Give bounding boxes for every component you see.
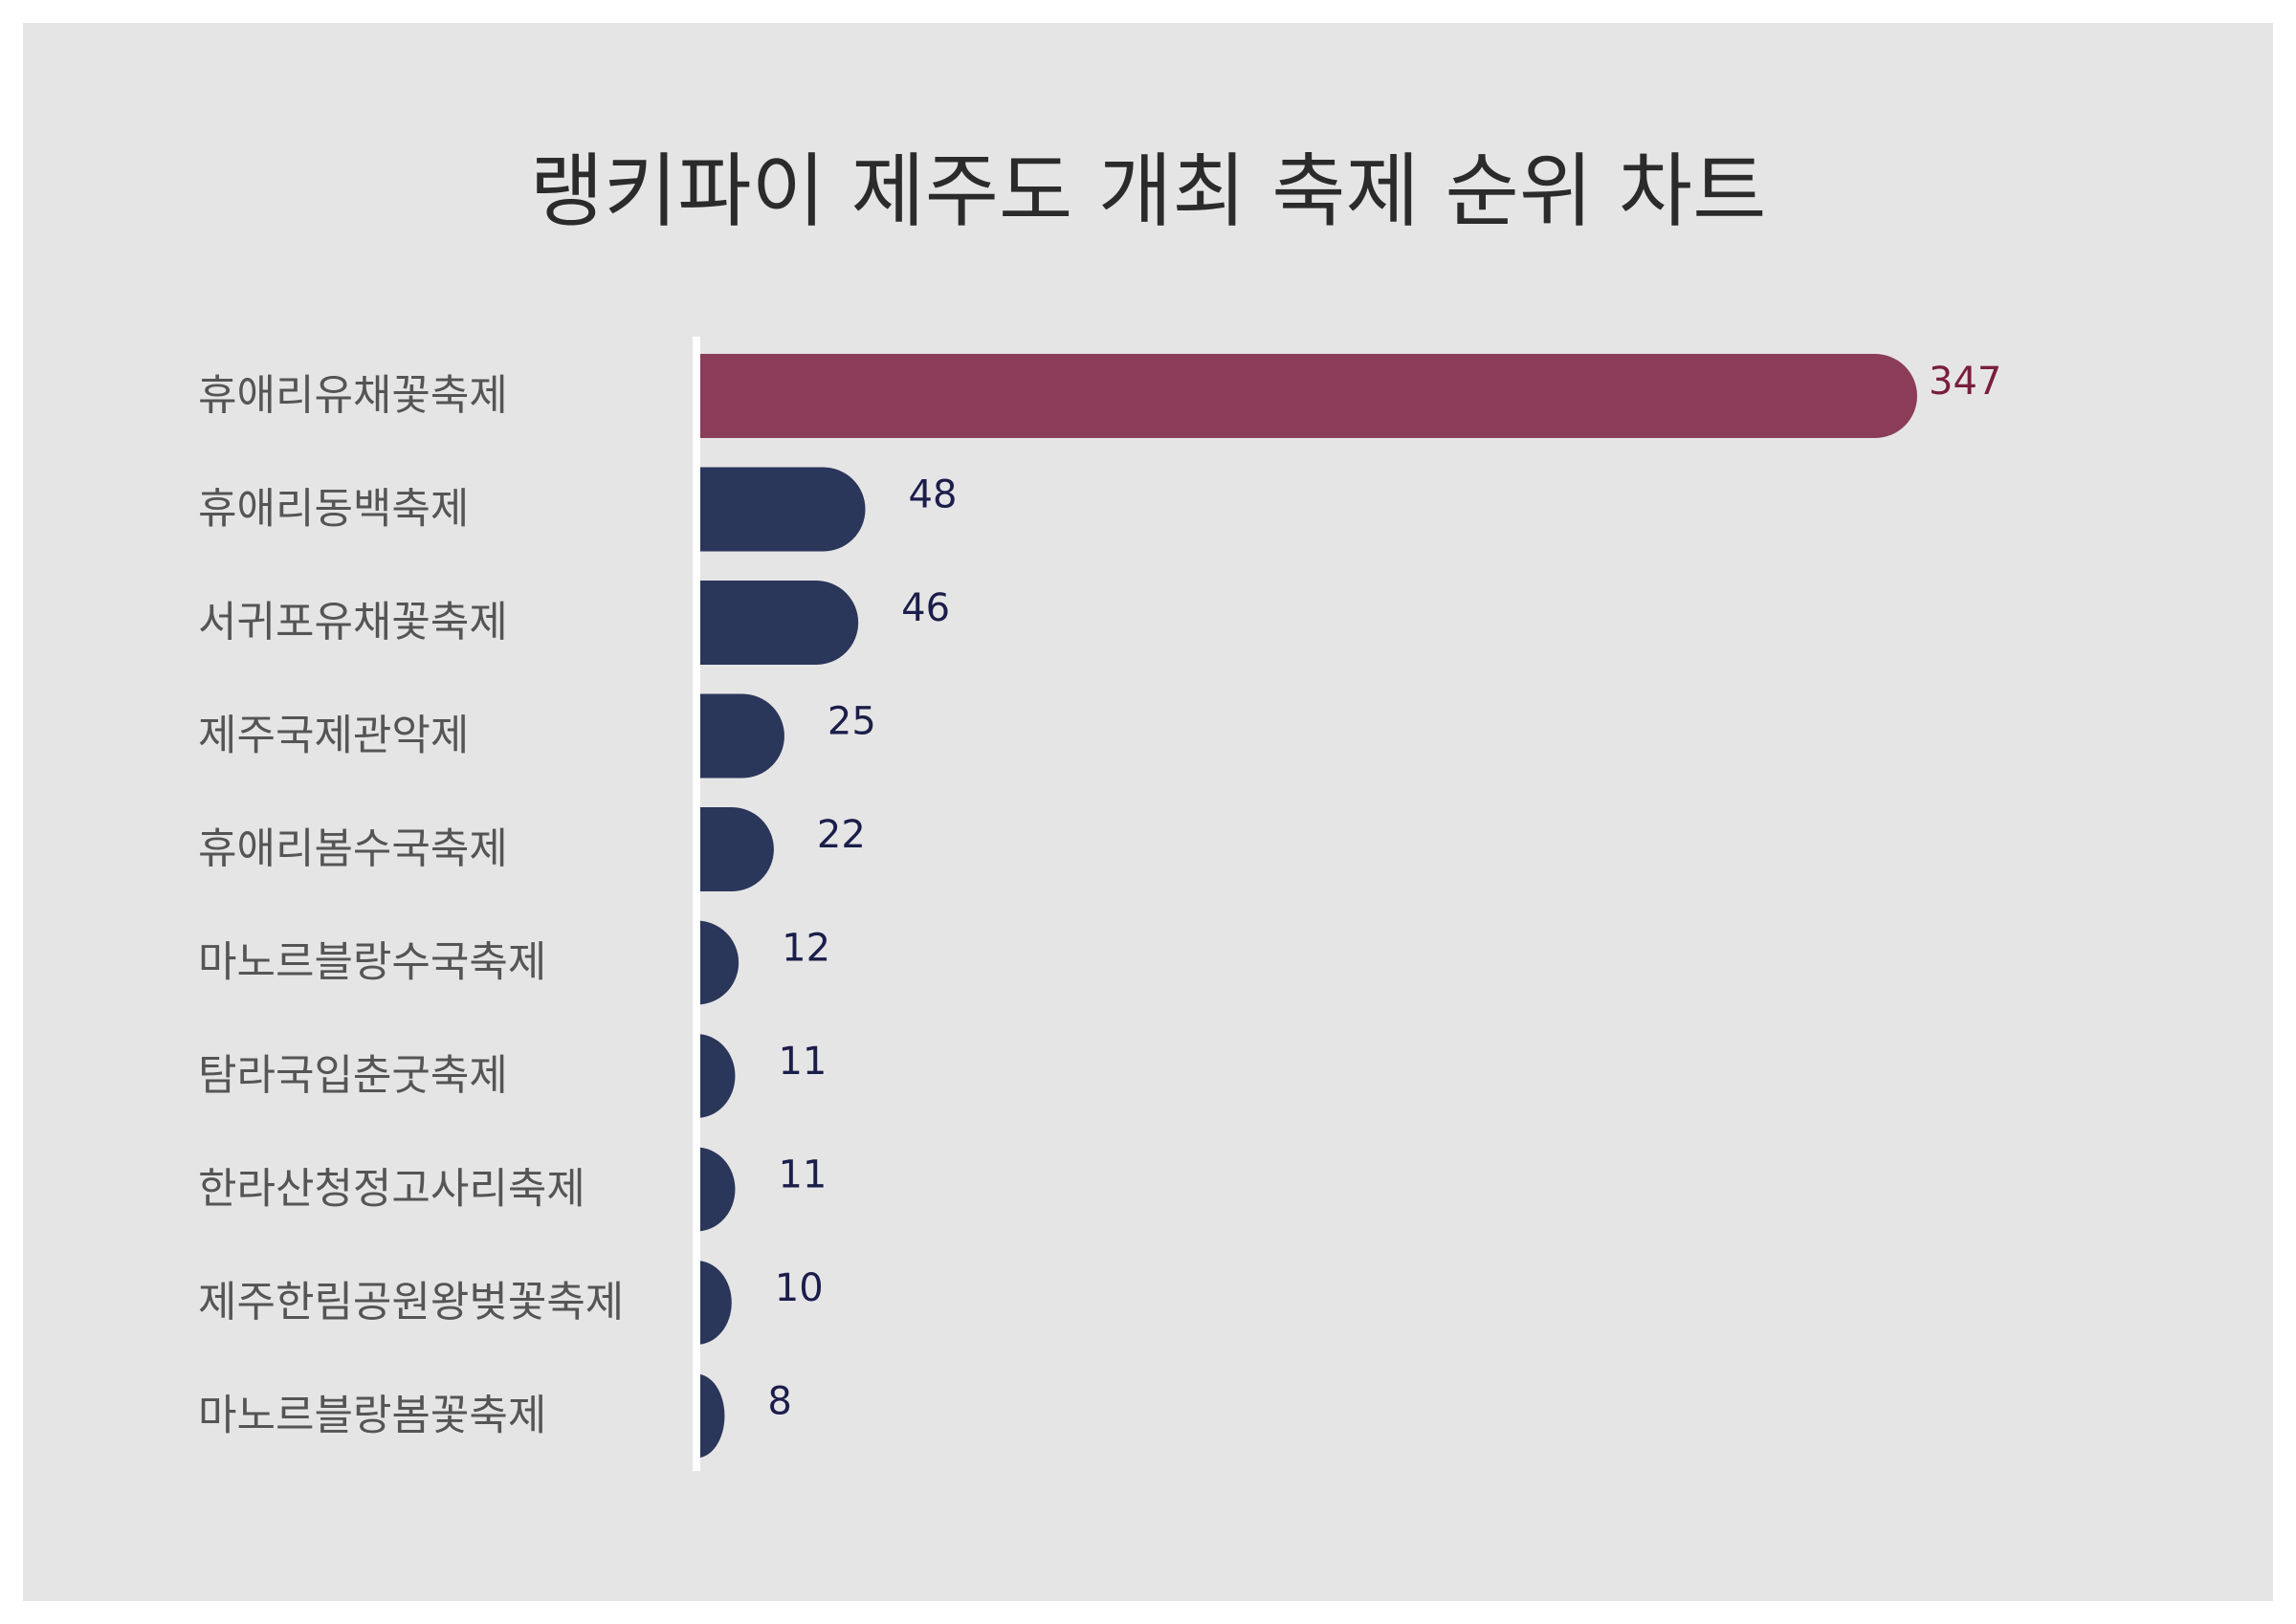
chart-card (23, 23, 2273, 1601)
bar (696, 467, 866, 552)
value-label: 11 (778, 1153, 827, 1197)
bar (696, 354, 1917, 438)
category-label: 제주한림공원왕벚꽃축제 (198, 1278, 624, 1327)
bar (696, 920, 740, 1005)
value-label: 11 (778, 1040, 827, 1084)
category-label: 서귀포유채꽃축제 (198, 598, 508, 647)
bar (696, 1373, 725, 1459)
value-label: 10 (775, 1266, 824, 1310)
bar (696, 581, 859, 665)
value-label: 8 (767, 1380, 791, 1424)
category-label: 탐라국입춘굿축제 (198, 1051, 508, 1100)
value-label: 12 (782, 927, 830, 971)
value-label: 48 (909, 473, 958, 517)
category-label: 한라산청정고사리축제 (198, 1165, 585, 1214)
category-label: 휴애리봄수국축제 (198, 824, 508, 873)
bar (696, 1034, 736, 1118)
chart-title: 랭키파이 제주도 개최 축제 순위 차트 (529, 144, 1767, 238)
bar (696, 1261, 732, 1345)
category-label: 휴애리동백축제 (198, 485, 469, 534)
category-label: 마노르블랑수국축제 (198, 938, 546, 987)
category-label: 마노르블랑봄꽃축제 (198, 1392, 546, 1440)
category-label: 제주국제관악제 (198, 712, 469, 760)
category-label: 휴애리유채꽃축제 (198, 371, 508, 420)
bar (696, 807, 774, 891)
value-label: 25 (828, 700, 876, 744)
bar (696, 693, 784, 779)
value-label: 46 (901, 586, 950, 630)
value-label: 347 (1929, 360, 2001, 404)
value-label: 22 (817, 813, 866, 857)
bar (696, 1147, 736, 1232)
